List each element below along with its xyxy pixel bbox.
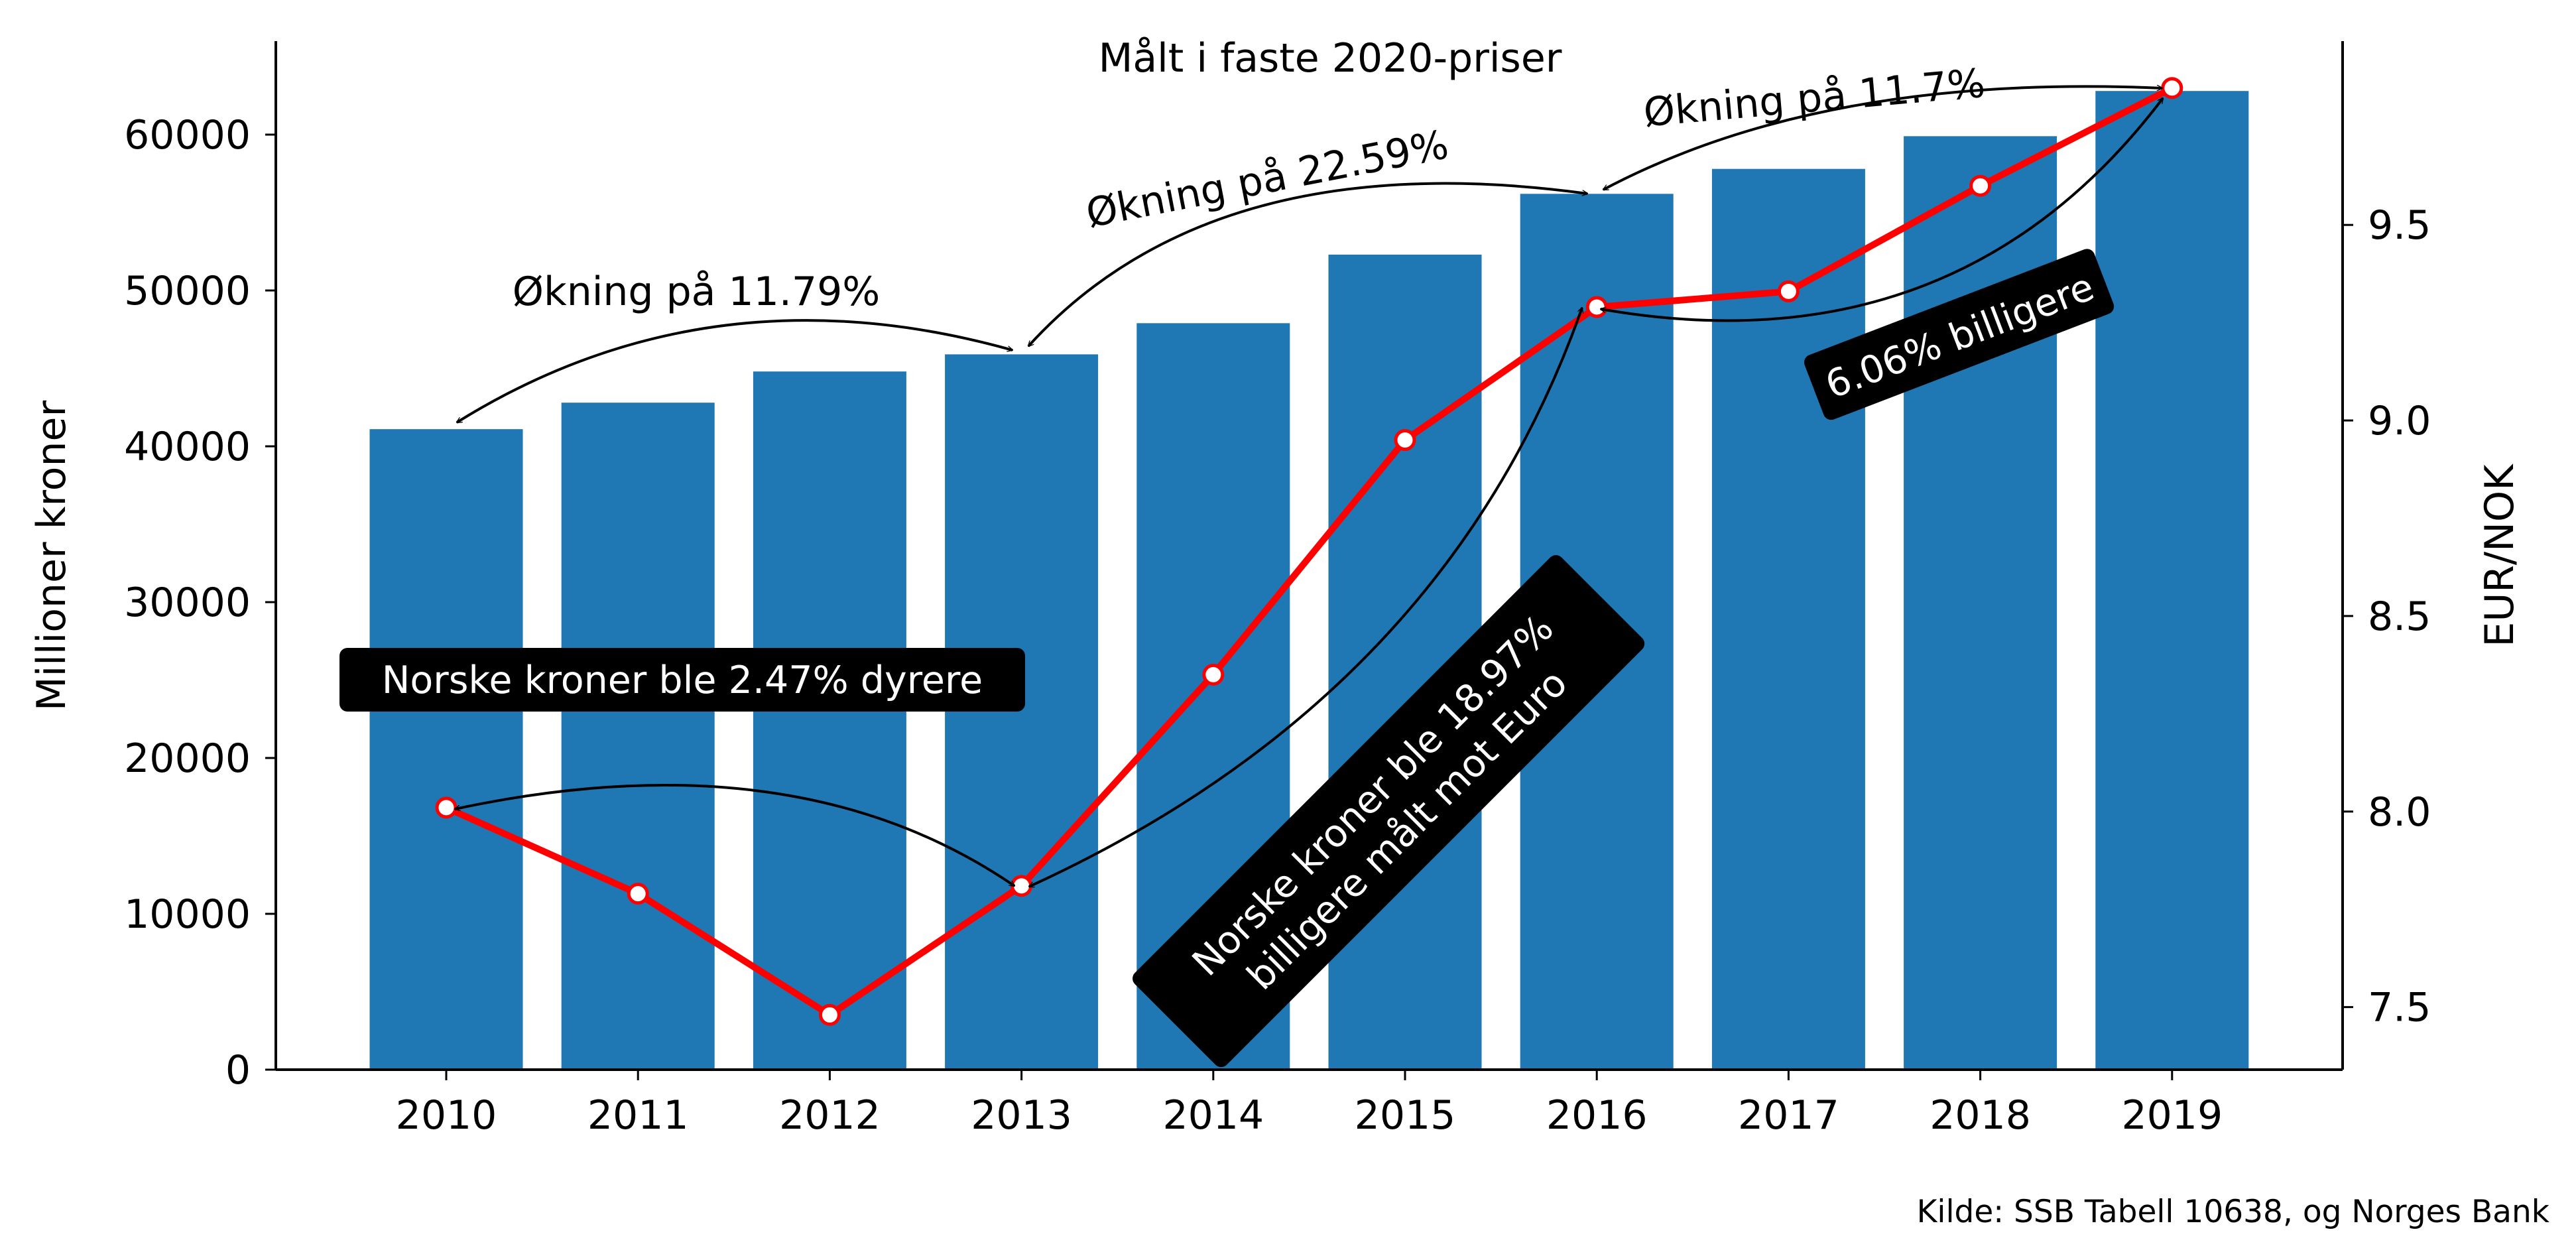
- annotation-arrows: [455, 86, 2164, 888]
- right-axis-label: EUR/NOK: [2477, 464, 2523, 647]
- x-tick-label-2013: 2013: [971, 1092, 1072, 1139]
- eur-nok-point-2019: [2161, 77, 2183, 99]
- x-tick-label-2018: 2018: [1930, 1092, 2031, 1139]
- eur-nok-point-2017: [1777, 280, 1800, 302]
- x-tick-label-2011: 2011: [587, 1092, 689, 1139]
- left-tick-label-50000: 50000: [124, 268, 251, 314]
- eur-nok-point-2010: [435, 796, 458, 819]
- left-axis-label: Millioner kroner: [29, 401, 75, 712]
- x-tick-label-2014: 2014: [1162, 1092, 1264, 1139]
- left-tick-label-40000: 40000: [124, 424, 251, 470]
- left-tick-label-20000: 20000: [124, 735, 251, 782]
- bar-2019: [2095, 91, 2249, 1070]
- arrow-increase-2: [1028, 182, 1587, 346]
- bar-2011: [561, 403, 715, 1070]
- arrow-fx-3: [1601, 98, 2164, 322]
- right-axis-ticks: 7.5 8.0 8.5 9.0 9.5: [2343, 202, 2431, 1031]
- x-axis-ticks: 2010 2011 2012 2013 2014 2015 2016 2017 2018 2019: [396, 1070, 2223, 1139]
- arrow-fx-1: [455, 783, 1014, 887]
- right-tick-label-9.0: 9.0: [2368, 398, 2431, 444]
- arrow-fx-2: [1029, 308, 1582, 888]
- x-tick-label-2015: 2015: [1355, 1092, 1456, 1139]
- eur-nok-point-2014: [1202, 663, 1225, 686]
- bar-2012: [753, 371, 906, 1070]
- left-tick-label-10000: 10000: [124, 891, 251, 938]
- x-tick-label-2017: 2017: [1738, 1092, 1839, 1139]
- eur-nok-point-2015: [1394, 429, 1416, 452]
- x-tick-label-2012: 2012: [779, 1092, 881, 1139]
- right-tick-label-7.5: 7.5: [2368, 985, 2431, 1031]
- x-tick-label-2010: 2010: [396, 1092, 497, 1139]
- chart-title: Målt i faste 2020-priser: [1099, 35, 1562, 82]
- left-tick-label-60000: 60000: [124, 112, 251, 158]
- eur-nok-point-2018: [1969, 174, 1992, 197]
- eur-nok-point-2016: [1585, 296, 1608, 318]
- right-tick-label-8.5: 8.5: [2368, 594, 2431, 640]
- x-tick-label-2019: 2019: [2121, 1092, 2223, 1139]
- left-tick-label-30000: 30000: [124, 580, 251, 626]
- right-tick-label-8.0: 8.0: [2368, 789, 2431, 836]
- arrow-increase-1: [457, 319, 1012, 424]
- annotation-increase-3: Økning på 11.7%: [1642, 60, 1987, 137]
- bar-2013: [945, 354, 1099, 1070]
- eur-nok-point-2012: [818, 1003, 841, 1026]
- eur-nok-point-2011: [627, 883, 649, 905]
- annotation-increase-2: Økning på 22.59%: [1082, 121, 1452, 237]
- fx-box-1: Norske kroner ble 2.47% dyrere: [339, 648, 1025, 712]
- right-tick-label-9.5: 9.5: [2368, 202, 2431, 249]
- bar-2010: [369, 429, 523, 1070]
- left-tick-label-0: 0: [225, 1047, 251, 1094]
- fx-box-1-text: Norske kroner ble 2.47% dyrere: [382, 659, 983, 702]
- eur-nok-point-2013: [1011, 875, 1033, 897]
- bar-2017: [1711, 168, 1865, 1070]
- left-axis-ticks: 0 10000 20000 30000 40000 50000 60000: [124, 112, 276, 1094]
- annotation-increase-1: Økning på 11.79%: [513, 269, 881, 315]
- source-note: Kilde: SSB Tabell 10638, og Norges Bank: [1917, 1194, 2550, 1230]
- x-tick-label-2016: 2016: [1546, 1092, 1648, 1139]
